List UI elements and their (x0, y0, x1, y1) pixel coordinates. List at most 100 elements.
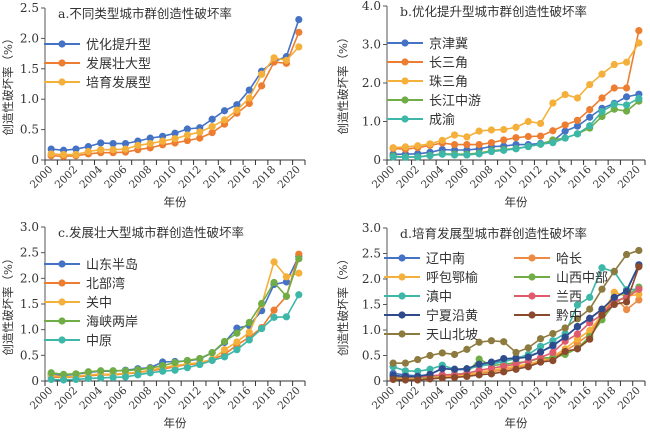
data-point (282, 278, 291, 286)
data-point (270, 306, 278, 314)
data-point (401, 153, 410, 161)
data-point (475, 127, 483, 135)
data-point (598, 285, 606, 293)
x-tick-label: 2020 (276, 385, 303, 412)
data-point (245, 318, 253, 327)
x-tick-label: 2012 (517, 164, 544, 191)
legend-item: 优化提升型 (44, 37, 151, 53)
data-point (635, 94, 643, 102)
x-tick-label: 2004 (419, 163, 447, 191)
data-point (463, 151, 471, 159)
x-tick-label: 2004 (77, 384, 105, 412)
data-point (549, 341, 557, 349)
data-point (586, 335, 594, 343)
data-point (500, 136, 508, 144)
data-point (121, 145, 130, 153)
data-point (109, 139, 117, 148)
data-point (622, 306, 631, 314)
data-point (586, 305, 594, 313)
chart-panel-d: 00.51.01.52.02.53.0200020022004200620082… (336, 221, 646, 430)
data-point (586, 105, 594, 114)
data-point (524, 132, 532, 141)
y-tick-label: 2.0 (20, 271, 39, 285)
x-tick-label: 2000 (370, 385, 397, 412)
data-point (561, 121, 569, 129)
data-point (426, 140, 434, 148)
data-point (134, 371, 142, 379)
legend-item: 天山北坡 (384, 328, 478, 343)
data-point (47, 369, 55, 377)
x-tick-label: 2012 (176, 164, 203, 191)
legend-swatch-marker (398, 254, 406, 262)
data-point (295, 28, 303, 36)
data-point (524, 344, 532, 352)
data-point (84, 374, 92, 383)
legend-item: 成渝 (387, 112, 455, 128)
x-axis-label: 年份 (164, 195, 187, 209)
data-point (270, 278, 278, 287)
data-point (72, 370, 80, 378)
series-宁夏沿黄 (389, 261, 643, 381)
legend-label: 京津冀 (429, 36, 468, 52)
x-tick-label: 2006 (444, 163, 472, 191)
legend-swatch-marker (398, 311, 406, 319)
legend-label: 天山北坡 (426, 328, 478, 343)
x-tick-label: 2008 (468, 385, 495, 412)
data-point (598, 107, 606, 116)
y-tick-label: 4.0 (362, 0, 381, 13)
series-优化提升型 (47, 15, 303, 154)
legend-label: 兰西 (556, 290, 582, 305)
data-point (72, 145, 80, 153)
data-point (475, 338, 483, 346)
data-point (401, 143, 410, 151)
x-axis-label: 年份 (164, 416, 187, 430)
y-tick-label: 3.0 (20, 220, 39, 234)
x-tick-label: 2018 (591, 385, 618, 412)
legend-item: 山东半岛 (44, 257, 138, 273)
x-tick-label: 2008 (127, 385, 154, 412)
series-中原 (47, 291, 303, 384)
data-point (610, 300, 618, 309)
data-point (487, 364, 496, 372)
data-point (426, 351, 434, 360)
data-point (500, 362, 508, 370)
data-point (512, 145, 520, 153)
legend-label: 呼包鄂榆 (426, 271, 478, 286)
data-point (109, 146, 117, 154)
legend-item: 山西中部 (514, 271, 608, 286)
data-point (586, 122, 594, 130)
data-point (573, 315, 582, 323)
legend-item: 长江中游 (387, 94, 481, 109)
data-point (536, 132, 545, 140)
y-tick-label: 0.5 (20, 123, 39, 137)
data-point (233, 346, 241, 354)
data-point (438, 150, 446, 158)
legend-item: 海峡两岸 (44, 315, 138, 330)
x-tick-label: 2008 (127, 164, 154, 191)
data-point (536, 119, 545, 128)
x-tick-label: 2020 (616, 385, 643, 412)
data-point (208, 349, 216, 357)
legend-swatch-marker (401, 58, 409, 66)
data-point (512, 134, 520, 142)
data-point (573, 130, 582, 138)
x-tick-label: 2014 (542, 384, 570, 412)
data-point (635, 27, 643, 35)
data-point (463, 133, 471, 141)
x-tick-label: 2010 (152, 385, 179, 412)
data-point (573, 322, 582, 331)
y-tick-label: 3.0 (362, 221, 381, 235)
data-point (450, 131, 459, 139)
data-point (549, 99, 557, 107)
x-tick-label: 2016 (226, 384, 254, 412)
data-point (97, 139, 105, 147)
data-point (475, 141, 483, 149)
data-point (610, 84, 618, 92)
y-axis-label: 创造性破坏率（%） (1, 253, 15, 356)
data-point (573, 330, 582, 338)
legend-label: 发展壮大型 (86, 56, 151, 72)
data-point (208, 115, 216, 123)
data-point (450, 350, 459, 359)
data-point (500, 146, 508, 154)
